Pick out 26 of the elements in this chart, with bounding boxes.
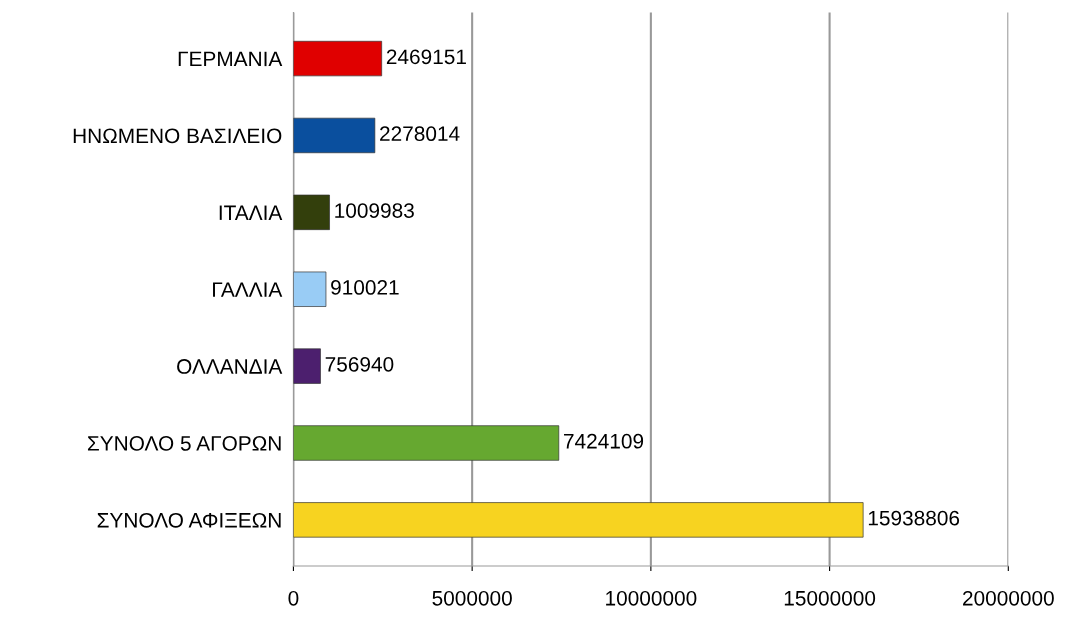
data-label: 756940 bbox=[325, 356, 394, 372]
bar bbox=[293, 425, 560, 461]
bar bbox=[293, 348, 321, 384]
data-label: 2278014 bbox=[380, 126, 460, 142]
y-tick-label: ΓΑΛΛΙΑ bbox=[213, 282, 283, 297]
bar bbox=[293, 271, 327, 307]
x-tick-label: 15000000 bbox=[784, 590, 876, 606]
y-tick-label: ΗΝΩΜΕΝΟ ΒΑΣΙΛΕΙΟ bbox=[73, 128, 282, 144]
bar bbox=[293, 194, 330, 230]
x-tick-label: 10000000 bbox=[606, 590, 697, 606]
y-tick-label: ΓΕΡΜΑΝΙΑ bbox=[178, 51, 283, 67]
x-tick-label: 0 bbox=[288, 590, 299, 606]
data-label: 15938806 bbox=[868, 510, 960, 526]
bar bbox=[293, 117, 376, 154]
bar bbox=[293, 502, 864, 538]
y-tick-label: ΟΛΛΑΝΔΙΑ bbox=[177, 359, 283, 374]
y-tick-label: ΙΤΑΛΙΑ bbox=[219, 205, 283, 220]
data-label: 910021 bbox=[331, 280, 399, 295]
data-label: 2469151 bbox=[386, 49, 466, 65]
data-label: 7424109 bbox=[564, 433, 644, 449]
data-label: 1009983 bbox=[335, 203, 414, 218]
x-tick-label: 20000000 bbox=[963, 590, 1054, 606]
y-tick-label: ΣΥΝΟΛΟ 5 ΑΓΟΡΩΝ bbox=[87, 436, 281, 451]
bar bbox=[293, 40, 383, 77]
x-tick-label: 5000000 bbox=[432, 590, 512, 606]
y-tick-label: ΣΥΝΟΛΟ ΑΦΙΞΕΩΝ bbox=[97, 512, 281, 528]
